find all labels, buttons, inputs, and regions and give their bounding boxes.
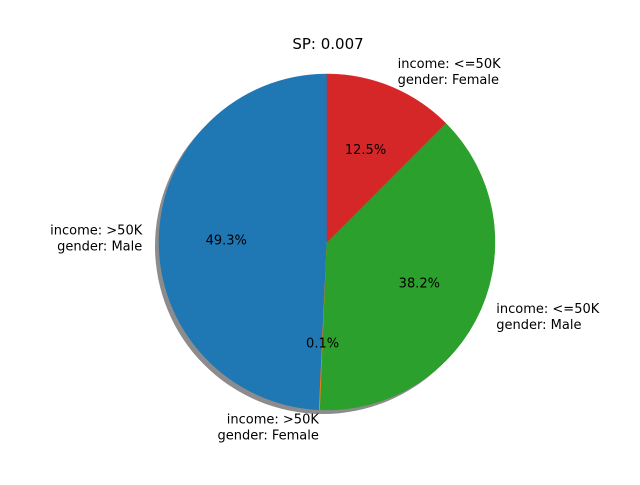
- pie-slice-income-50k-gender-female: [326, 73, 447, 243]
- pie-category-label-line: gender: Female: [218, 429, 319, 444]
- pie-value-label-income-50k-gender-male: 38.2%: [399, 276, 440, 291]
- pie-category-label-income-50k-gender-female: income: >50K gender: Female: [218, 413, 320, 444]
- pie-value-label-income-50k-gender-female: 12.5%: [345, 143, 386, 158]
- pie-category-label-line: income: <=50K: [398, 57, 501, 72]
- pie-value-label-income-50k-gender-female: 0.1%: [306, 337, 339, 352]
- pie-category-label-line: income: >50K: [50, 224, 143, 239]
- pie-slice-income-50k-gender-male: [158, 73, 328, 411]
- pie-category-label-line: gender: Female: [398, 73, 499, 88]
- pie-category-label-line: gender: Male: [57, 240, 142, 255]
- pie-category-label-line: income: <=50K: [496, 302, 599, 317]
- pie-labels: 49.3%income: >50K gender: Male0.1%income:…: [50, 57, 600, 443]
- pie-category-label-income-50k-gender-male: income: <=50K gender: Male: [496, 302, 599, 333]
- pie-value-label-income-50k-gender-male: 49.3%: [206, 234, 247, 249]
- pie-category-label-income-50k-gender-female: income: <=50K gender: Female: [398, 57, 501, 88]
- pie-category-label-line: gender: Male: [496, 318, 581, 333]
- pie-slice-income-50k-gender-male: [319, 122, 496, 411]
- chart-title: SP: 0.007: [292, 35, 363, 53]
- pie-category-label-income-50k-gender-male: income: >50K gender: Male: [50, 224, 143, 255]
- pie-wedges: [158, 73, 496, 411]
- pie-category-label-line: income: >50K: [227, 413, 320, 428]
